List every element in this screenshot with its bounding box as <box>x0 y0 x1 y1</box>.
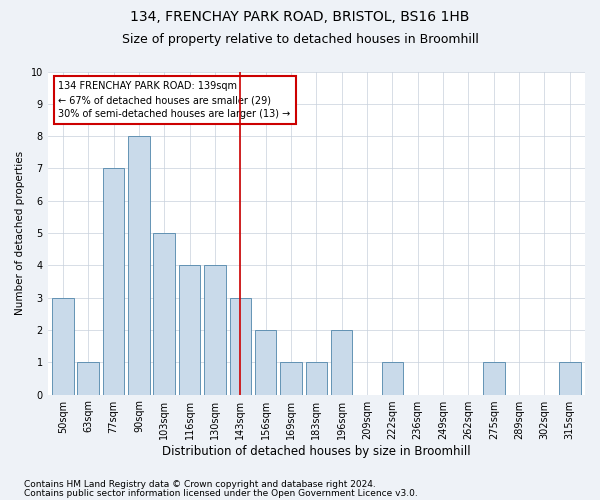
Text: Size of property relative to detached houses in Broomhill: Size of property relative to detached ho… <box>122 32 478 46</box>
Bar <box>255 330 277 394</box>
Bar <box>204 266 226 394</box>
Bar <box>230 298 251 394</box>
Text: 134 FRENCHAY PARK ROAD: 139sqm
← 67% of detached houses are smaller (29)
30% of : 134 FRENCHAY PARK ROAD: 139sqm ← 67% of … <box>58 81 290 119</box>
Text: 134, FRENCHAY PARK ROAD, BRISTOL, BS16 1HB: 134, FRENCHAY PARK ROAD, BRISTOL, BS16 1… <box>130 10 470 24</box>
Y-axis label: Number of detached properties: Number of detached properties <box>15 151 25 315</box>
Bar <box>305 362 327 394</box>
Bar <box>280 362 302 394</box>
X-axis label: Distribution of detached houses by size in Broomhill: Distribution of detached houses by size … <box>162 444 470 458</box>
Bar <box>179 266 200 394</box>
Bar <box>382 362 403 394</box>
Bar <box>483 362 505 394</box>
Bar <box>128 136 149 394</box>
Bar <box>331 330 352 394</box>
Text: Contains HM Land Registry data © Crown copyright and database right 2024.: Contains HM Land Registry data © Crown c… <box>24 480 376 489</box>
Bar <box>559 362 581 394</box>
Text: Contains public sector information licensed under the Open Government Licence v3: Contains public sector information licen… <box>24 489 418 498</box>
Bar <box>77 362 99 394</box>
Bar <box>154 233 175 394</box>
Bar <box>103 168 124 394</box>
Bar <box>52 298 74 394</box>
